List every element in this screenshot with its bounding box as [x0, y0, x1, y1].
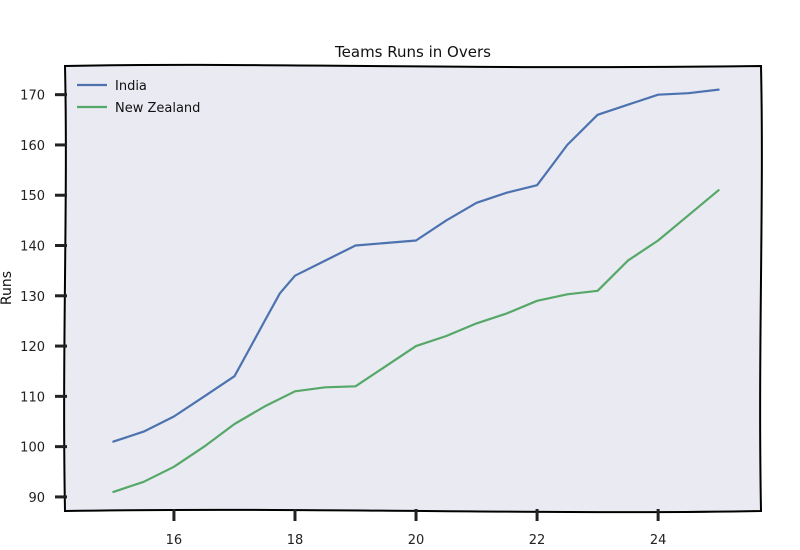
plot-background — [65, 66, 761, 511]
legend-label-india: India — [115, 79, 147, 94]
x-tick-label: 16 — [166, 533, 183, 548]
x-tick-label: 18 — [287, 533, 304, 548]
legend: India New Zealand — [77, 79, 200, 116]
x-tick-label: 24 — [650, 533, 667, 548]
y-tick-label: 120 — [20, 340, 45, 355]
y-tick-label: 110 — [20, 390, 45, 405]
y-axis: 90 100 110 120 130 140 150 160 170 — [20, 89, 67, 506]
legend-label-new-zealand: New Zealand — [115, 101, 200, 116]
series-lines — [112, 88, 720, 493]
series-line-india — [112, 88, 720, 443]
y-tick-label: 130 — [20, 290, 45, 305]
series-line-new-zealand — [112, 189, 720, 493]
y-tick-label: 90 — [28, 491, 45, 506]
y-axis-label: Runs — [0, 271, 15, 305]
y-tick-label: 140 — [20, 240, 45, 255]
y-tick-label: 160 — [20, 139, 45, 154]
y-tick-label: 150 — [20, 189, 45, 204]
x-tick-label: 20 — [408, 533, 425, 548]
chart-title: Teams Runs in Overs — [334, 43, 491, 61]
y-tick-label: 170 — [20, 89, 45, 104]
y-tick-label: 100 — [20, 441, 45, 456]
x-axis: 16 18 20 22 24 — [166, 509, 667, 548]
x-tick-label: 22 — [529, 533, 546, 548]
